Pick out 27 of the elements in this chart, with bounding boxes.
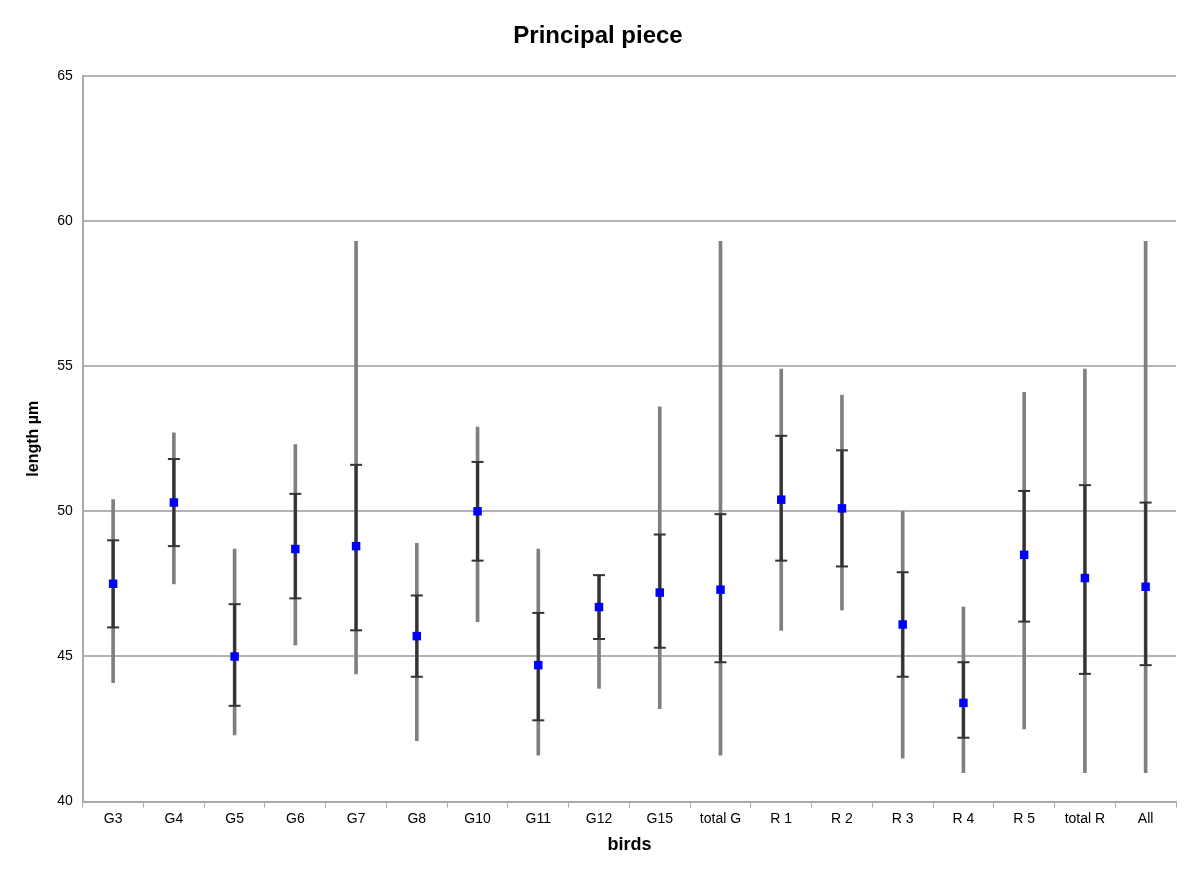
- x-tick-label: G7: [346, 809, 366, 826]
- x-tick-label: G15: [646, 809, 674, 826]
- x-axis-title: birds: [607, 834, 652, 855]
- x-tick-label: G3: [103, 809, 123, 826]
- x-tick-label: G8: [407, 809, 427, 826]
- x-tick-label: G11: [525, 809, 552, 826]
- x-tick-label: total G: [699, 809, 742, 826]
- x-tick-label: G12: [585, 809, 613, 826]
- chart-title: Principal piece: [513, 21, 683, 49]
- x-tick-label: total R: [1064, 809, 1106, 826]
- x-tick-label: All: [1137, 809, 1154, 826]
- y-tick-label: 65: [57, 66, 73, 83]
- y-tick-label: 55: [57, 356, 73, 373]
- x-tick-label: G4: [164, 809, 184, 826]
- x-tick-label: R 5: [1013, 809, 1036, 826]
- x-tick-label: G6: [286, 809, 305, 826]
- x-tick-label: R 3: [891, 809, 914, 826]
- x-tick-label: R 1: [770, 809, 793, 826]
- y-tick-label: 40: [57, 792, 73, 809]
- y-tick-label: 60: [57, 211, 73, 228]
- x-tick-label: R 2: [831, 809, 854, 826]
- x-tick-label: R 4: [952, 809, 975, 826]
- y-axis-title: length µm: [24, 400, 42, 477]
- x-tick-label: G5: [225, 809, 245, 826]
- x-tick-label: G10: [464, 809, 491, 826]
- y-tick-label: 45: [57, 647, 73, 664]
- y-tick-label: 50: [57, 502, 73, 519]
